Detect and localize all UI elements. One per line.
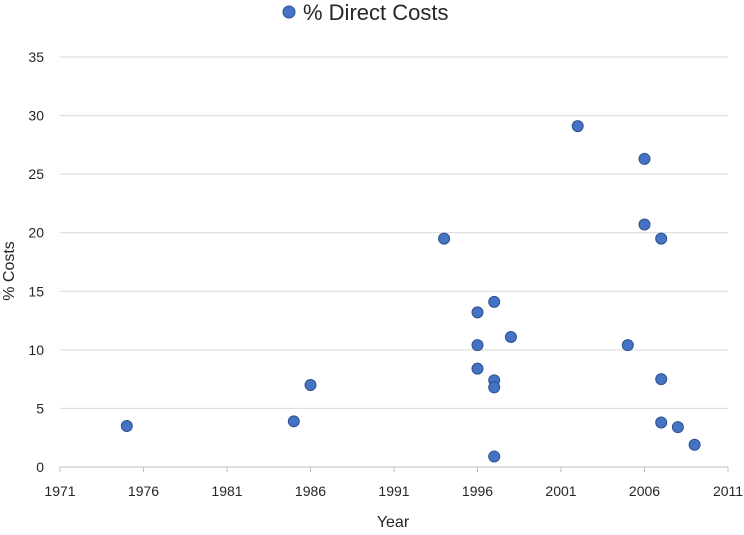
data-point-4 xyxy=(471,306,484,319)
data-point-14 xyxy=(638,152,651,165)
y-axis-title: % Costs xyxy=(1,241,18,301)
data-point-11 xyxy=(504,330,517,343)
y-tick-label-20: 20 xyxy=(28,225,44,241)
data-point-7 xyxy=(488,295,501,308)
legend-label: % Direct Costs xyxy=(303,0,448,25)
y-tick-label-0: 0 xyxy=(36,459,44,475)
x-tick-label-2001: 2001 xyxy=(545,483,576,499)
data-point-13 xyxy=(621,339,634,352)
y-tick-label-5: 5 xyxy=(36,400,44,416)
legend-marker xyxy=(282,5,296,19)
x-tick-label-1976: 1976 xyxy=(128,483,159,499)
data-point-9 xyxy=(488,381,501,394)
data-points xyxy=(120,120,701,463)
x-tick-label-1981: 1981 xyxy=(211,483,242,499)
data-point-3 xyxy=(438,232,451,245)
data-point-10 xyxy=(488,450,501,463)
data-point-20 xyxy=(688,438,701,451)
data-point-5 xyxy=(471,339,484,352)
grid-layer xyxy=(60,56,728,409)
data-point-1 xyxy=(287,415,300,428)
data-point-2 xyxy=(304,379,317,391)
y-tick-labels: 0 5 10 15 20 25 30 35 xyxy=(28,49,44,475)
y-tick-label-15: 15 xyxy=(28,283,44,299)
x-tick-label-1971: 1971 xyxy=(44,483,75,499)
data-point-17 xyxy=(655,373,668,386)
x-tick-label-1991: 1991 xyxy=(378,483,409,499)
x-tick-label-2006: 2006 xyxy=(629,483,660,499)
y-tick-label-30: 30 xyxy=(28,108,44,124)
data-point-0 xyxy=(120,420,133,432)
axis-layer xyxy=(59,466,729,472)
data-point-15 xyxy=(638,218,651,231)
data-point-6 xyxy=(471,362,484,375)
x-tick-label-2011: 2011 xyxy=(713,483,743,499)
y-tick-label-25: 25 xyxy=(28,166,44,182)
data-point-19 xyxy=(671,421,684,434)
data-point-12 xyxy=(571,120,584,133)
x-tick-label-1986: 1986 xyxy=(295,483,326,499)
data-point-18 xyxy=(655,416,668,429)
x-axis-title: Year xyxy=(377,514,410,530)
legend: % Direct Costs xyxy=(282,0,448,25)
y-tick-label-10: 10 xyxy=(28,342,44,358)
data-point-16 xyxy=(655,232,668,245)
y-tick-label-35: 35 xyxy=(28,49,44,65)
x-tick-labels: 1971 1976 1981 1986 1991 1996 2001 2006 2011 xyxy=(44,483,743,499)
x-tick-label-1996: 1996 xyxy=(462,483,493,499)
